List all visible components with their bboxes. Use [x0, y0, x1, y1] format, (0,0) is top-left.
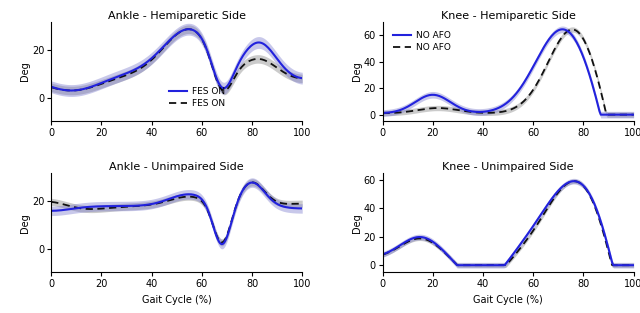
X-axis label: Gait Cycle (%): Gait Cycle (%): [473, 295, 543, 305]
Title: Ankle - Unimpaired Side: Ankle - Unimpaired Side: [109, 162, 244, 172]
Y-axis label: Deg: Deg: [20, 213, 31, 233]
Title: Knee - Unimpaired Side: Knee - Unimpaired Side: [442, 162, 574, 172]
Y-axis label: Deg: Deg: [352, 213, 362, 233]
X-axis label: Gait Cycle (%): Gait Cycle (%): [142, 295, 212, 305]
Title: Ankle - Hemiparetic Side: Ankle - Hemiparetic Side: [108, 11, 246, 21]
Title: Knee - Hemiparetic Side: Knee - Hemiparetic Side: [441, 11, 575, 21]
Y-axis label: Deg: Deg: [352, 62, 362, 81]
Legend: FES ON, FES ON: FES ON, FES ON: [165, 84, 228, 112]
Legend: NO AFO, NO AFO: NO AFO, NO AFO: [390, 28, 454, 55]
Y-axis label: Deg: Deg: [20, 62, 31, 81]
